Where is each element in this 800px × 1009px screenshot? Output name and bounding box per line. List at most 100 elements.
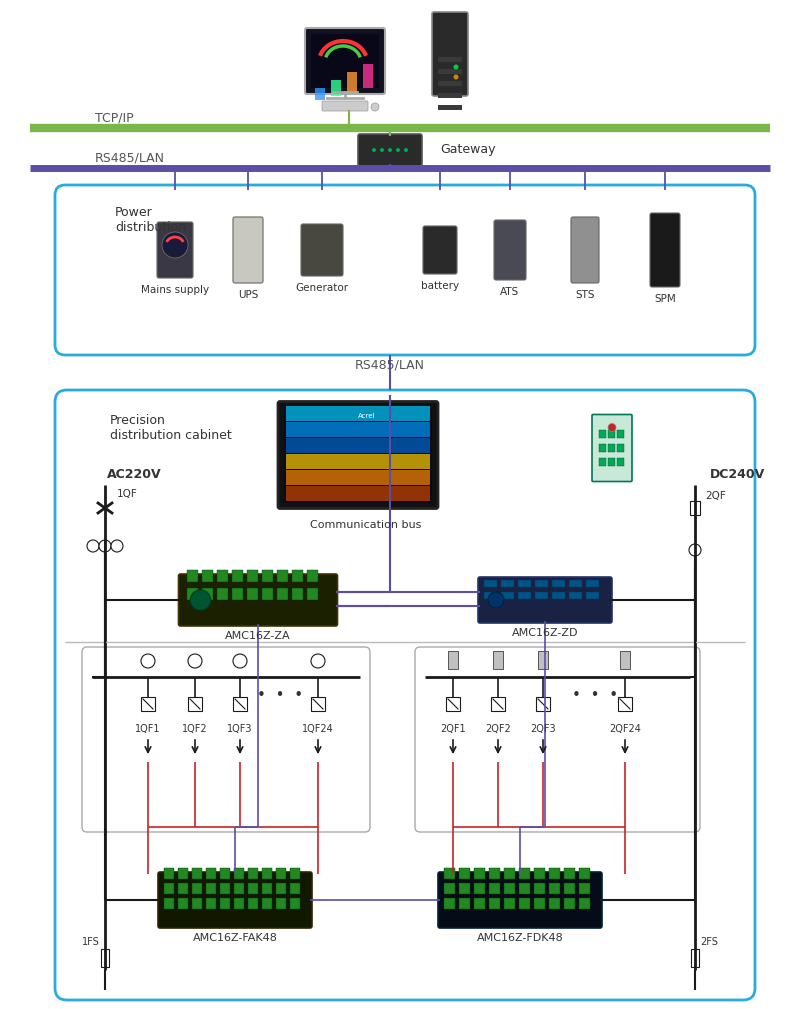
FancyBboxPatch shape	[358, 134, 422, 166]
Bar	[186, 588, 198, 600]
Bar	[286, 407, 430, 422]
Text: AMC16Z-FAK48: AMC16Z-FAK48	[193, 933, 278, 943]
Circle shape	[404, 148, 408, 152]
FancyBboxPatch shape	[423, 226, 457, 274]
Bar	[599, 444, 606, 452]
Bar	[192, 898, 202, 909]
Text: ATS: ATS	[500, 287, 520, 297]
Bar	[493, 651, 503, 669]
Text: 2QF1: 2QF1	[440, 724, 466, 734]
Bar	[286, 454, 430, 469]
Text: RS485/LAN: RS485/LAN	[355, 358, 425, 371]
Text: 2QF2: 2QF2	[485, 724, 511, 734]
Bar	[220, 883, 230, 894]
Circle shape	[311, 654, 325, 668]
Text: 2QF24: 2QF24	[609, 724, 641, 734]
Text: Precision
distribution cabinet: Precision distribution cabinet	[110, 414, 232, 442]
Bar	[262, 883, 272, 894]
Bar	[444, 883, 455, 894]
Bar	[290, 868, 300, 879]
FancyBboxPatch shape	[592, 415, 632, 481]
Bar	[286, 470, 430, 484]
Bar	[608, 444, 615, 452]
Circle shape	[380, 148, 384, 152]
Text: AMC16Z-ZD: AMC16Z-ZD	[512, 628, 578, 638]
FancyBboxPatch shape	[438, 872, 602, 928]
Circle shape	[454, 65, 458, 70]
Bar	[290, 898, 300, 909]
Bar	[206, 883, 216, 894]
Circle shape	[396, 148, 400, 152]
Bar	[438, 105, 462, 110]
Bar	[474, 868, 485, 879]
Bar	[564, 868, 575, 879]
FancyBboxPatch shape	[432, 12, 468, 96]
Text: TCP/IP: TCP/IP	[95, 112, 134, 124]
Bar	[549, 898, 560, 909]
Text: DC240V: DC240V	[710, 468, 766, 481]
Bar	[277, 570, 287, 582]
Bar	[538, 651, 548, 669]
Bar	[459, 883, 470, 894]
Bar	[262, 868, 272, 879]
Circle shape	[689, 544, 701, 556]
Bar	[519, 898, 530, 909]
Text: battery: battery	[421, 281, 459, 291]
Bar	[262, 588, 273, 600]
Bar	[599, 430, 606, 438]
Bar	[564, 898, 575, 909]
Bar	[691, 949, 699, 967]
Bar	[291, 588, 302, 600]
Bar	[231, 570, 242, 582]
Bar	[234, 883, 244, 894]
Bar	[363, 64, 373, 88]
Bar	[569, 592, 582, 599]
Bar	[444, 868, 455, 879]
Bar	[489, 868, 500, 879]
FancyBboxPatch shape	[178, 574, 338, 626]
Bar	[489, 883, 500, 894]
Circle shape	[162, 232, 188, 258]
Bar	[552, 580, 565, 587]
Bar	[192, 883, 202, 894]
Bar	[504, 898, 515, 909]
Circle shape	[372, 148, 376, 152]
Bar	[164, 898, 174, 909]
FancyBboxPatch shape	[278, 402, 438, 509]
Bar	[306, 588, 318, 600]
Bar	[438, 93, 462, 98]
Bar	[484, 592, 497, 599]
Text: AMC16Z-FDK48: AMC16Z-FDK48	[477, 933, 563, 943]
Bar	[276, 898, 286, 909]
FancyBboxPatch shape	[494, 220, 526, 281]
Text: Generator: Generator	[295, 283, 349, 293]
Bar	[101, 949, 109, 967]
Bar	[569, 580, 582, 587]
Bar	[178, 898, 188, 909]
Bar	[291, 570, 302, 582]
Bar	[206, 898, 216, 909]
Bar	[202, 570, 213, 582]
Bar	[518, 592, 531, 599]
Circle shape	[111, 540, 123, 552]
Bar	[519, 868, 530, 879]
Bar	[286, 438, 430, 453]
Bar	[262, 898, 272, 909]
Bar	[234, 868, 244, 879]
Text: SPM: SPM	[654, 294, 676, 304]
Bar	[549, 883, 560, 894]
Bar	[248, 898, 258, 909]
Bar	[220, 868, 230, 879]
Text: STS: STS	[575, 290, 594, 300]
Bar	[246, 588, 258, 600]
Bar	[586, 592, 599, 599]
Bar	[186, 570, 198, 582]
Text: •  •  •: • • •	[257, 687, 303, 702]
Bar	[178, 868, 188, 879]
Bar	[519, 883, 530, 894]
Circle shape	[188, 654, 202, 668]
Bar	[534, 868, 545, 879]
Text: 2QF3: 2QF3	[530, 724, 556, 734]
Bar	[284, 408, 432, 502]
Bar	[617, 444, 624, 452]
